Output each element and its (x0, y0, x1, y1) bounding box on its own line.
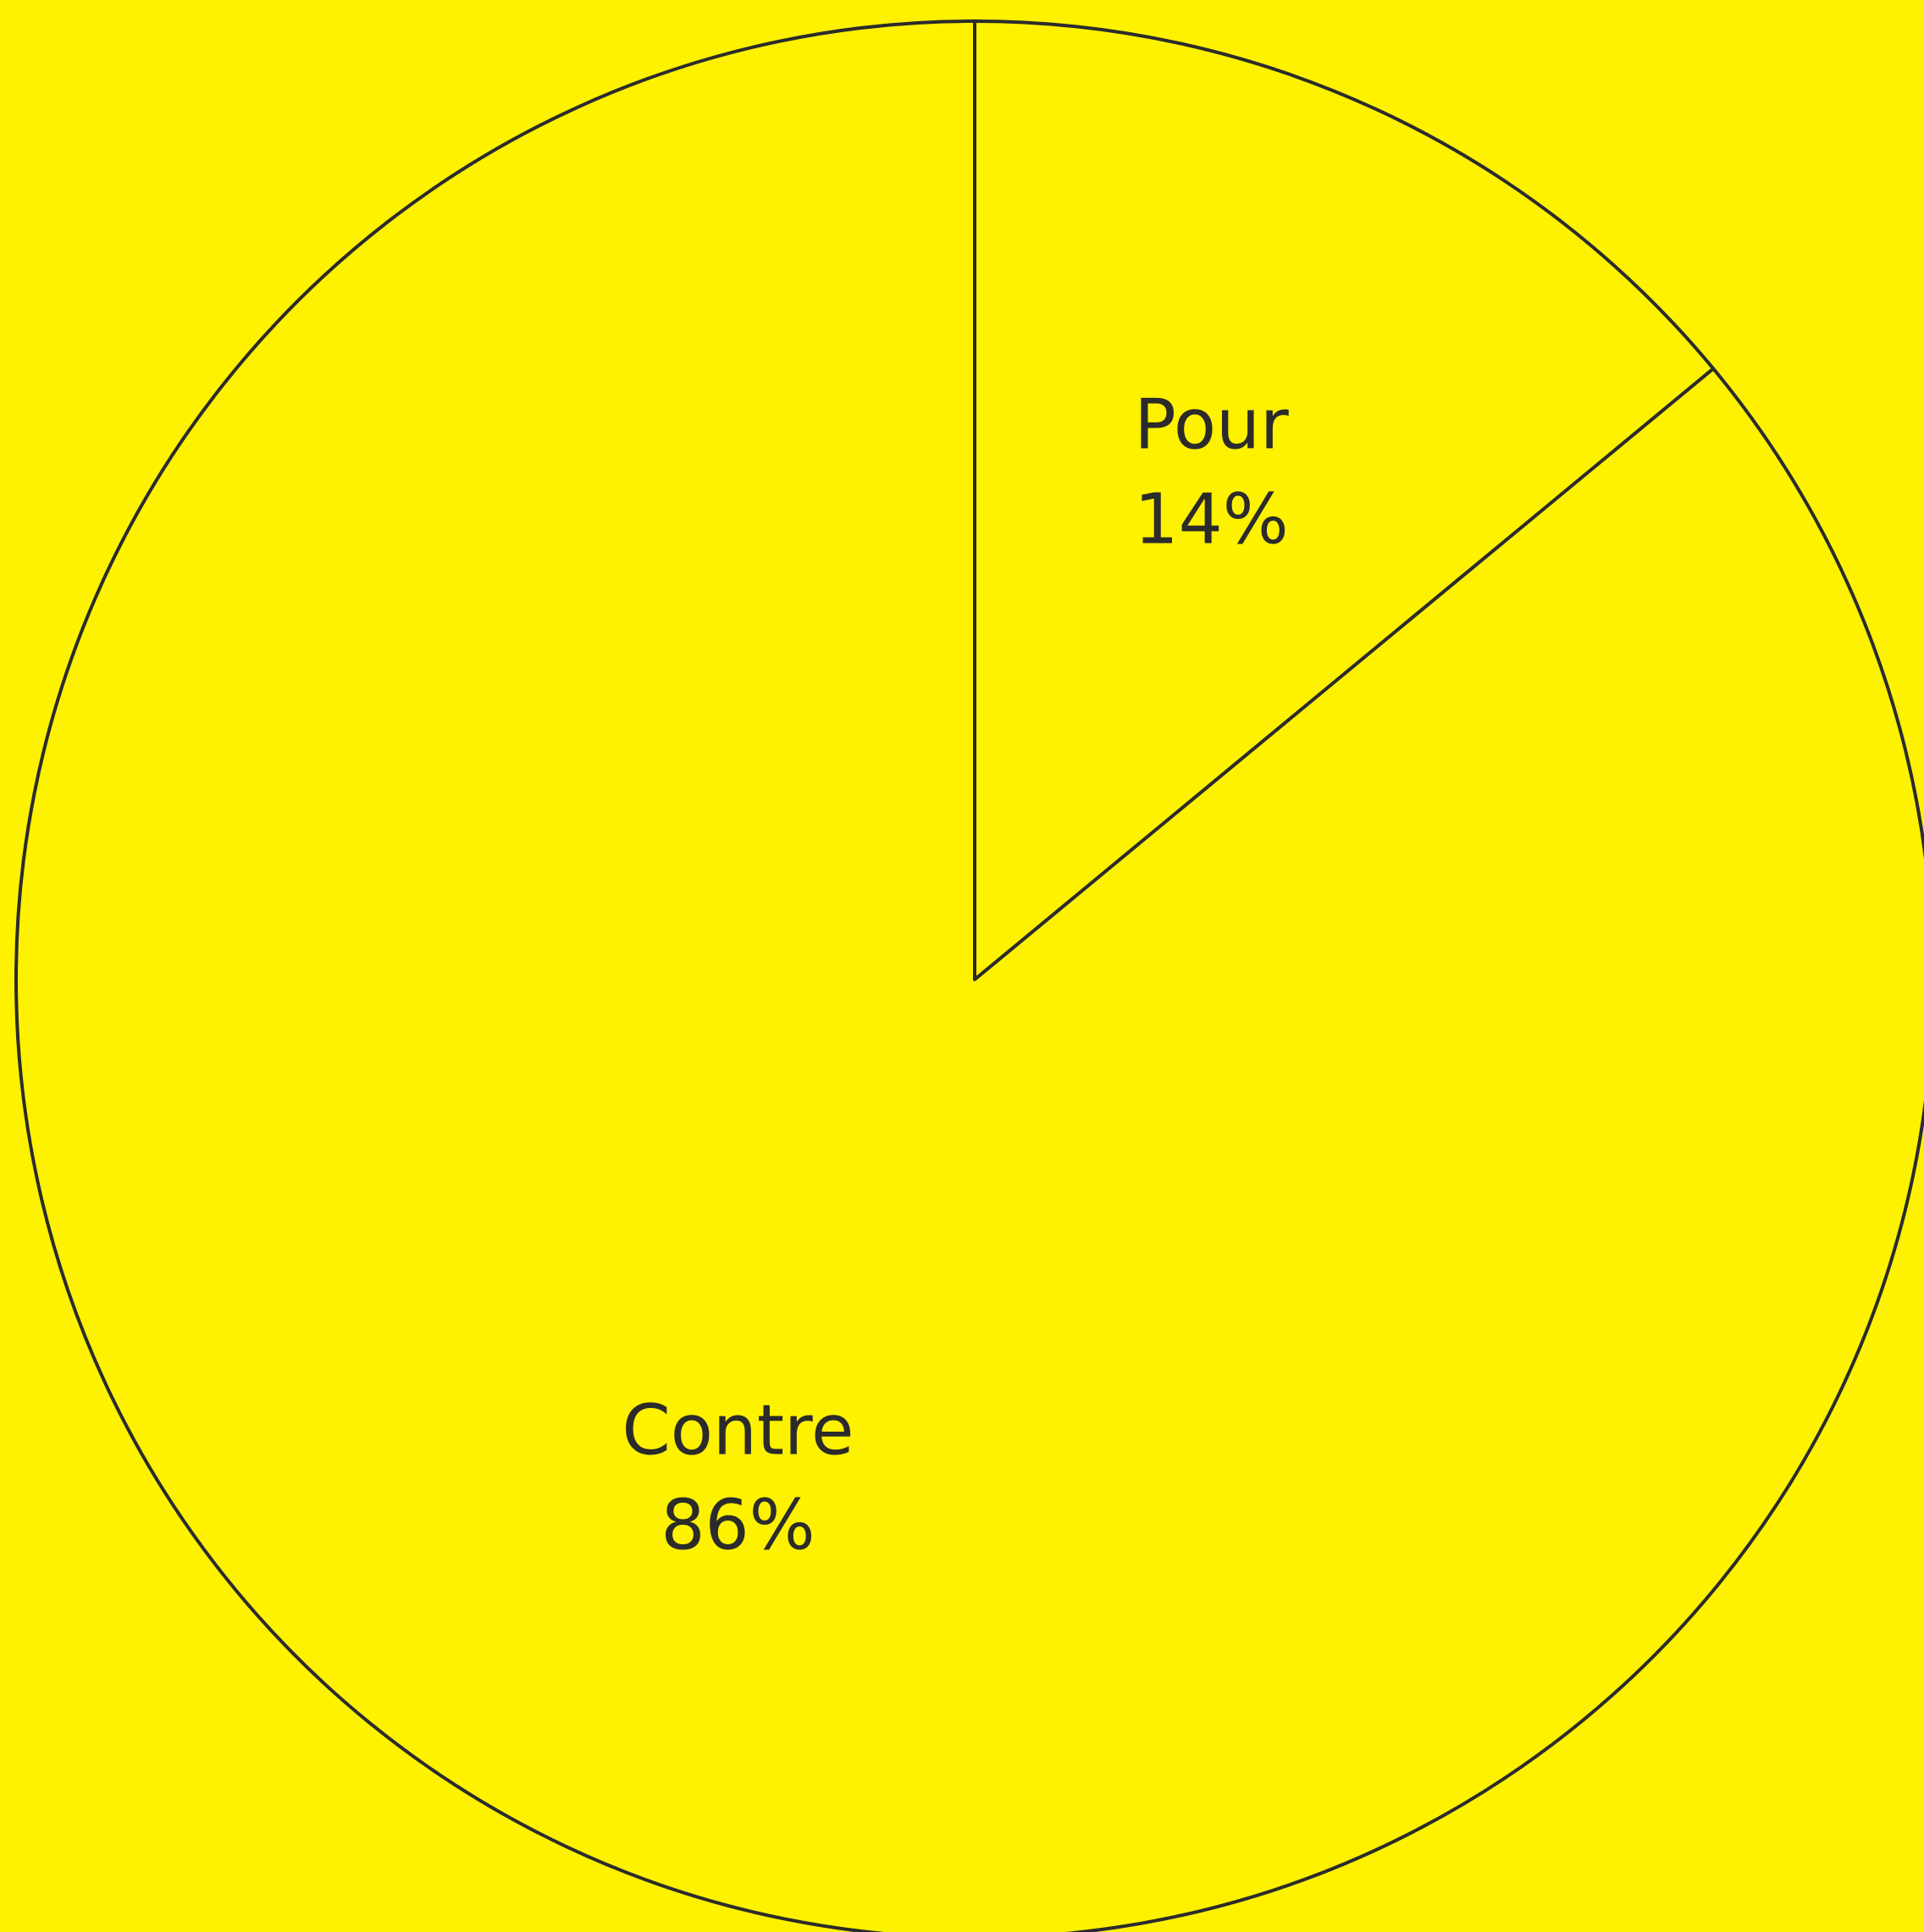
slice-label: Contre (622, 1391, 854, 1471)
slice-label: Pour (1134, 384, 1289, 465)
pie-slice (14, 19, 1924, 1932)
slice-value-label: 14% (1134, 479, 1288, 560)
slice-value-label: 86% (661, 1486, 815, 1566)
pie-slice (973, 19, 1716, 981)
